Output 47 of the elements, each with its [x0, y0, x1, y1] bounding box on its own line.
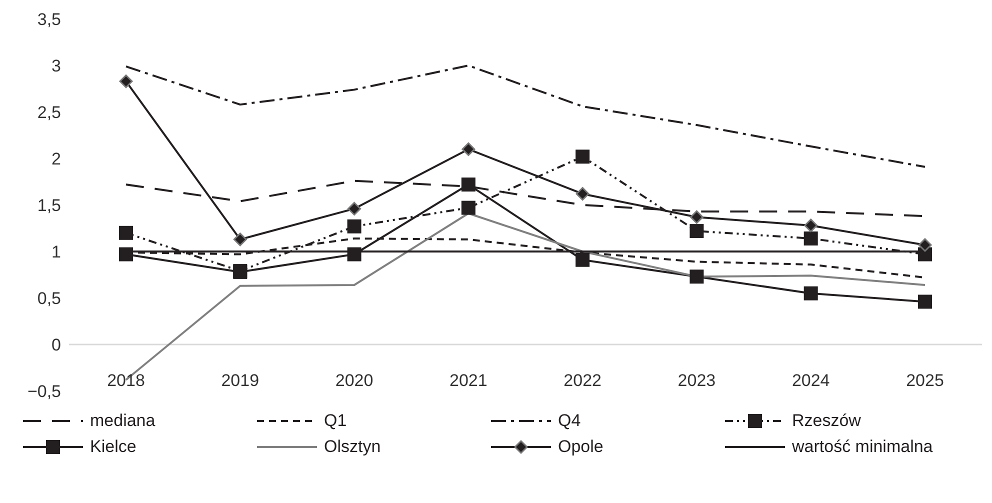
point: [576, 187, 590, 201]
x-tick-label: 2019: [221, 371, 260, 390]
legend-label: Olsztyn: [324, 437, 381, 457]
point: [347, 219, 362, 234]
line-series: [125, 64, 926, 168]
legend-label: Rzeszów: [792, 411, 861, 431]
y-tick-label: 2,5: [37, 103, 61, 122]
x-tick-label: 2020: [335, 371, 374, 390]
point: [119, 247, 133, 262]
legend-label: mediana: [90, 411, 156, 431]
point: [690, 270, 704, 284]
x-tick-label: 2024: [792, 371, 830, 390]
legend-label: Opole: [558, 437, 604, 457]
y-tick-label: 3: [52, 56, 61, 76]
point: [690, 224, 704, 238]
y-tick-label: 3,5: [37, 10, 61, 30]
point: [690, 210, 704, 224]
point: [461, 178, 476, 192]
x-tick-label: 2022: [564, 371, 602, 390]
point: [348, 202, 362, 216]
legend-label: Q1: [324, 411, 347, 431]
x-tick-label: 2025: [906, 371, 944, 390]
legend-label: wartość minimalna: [792, 437, 933, 457]
legend-label: Q4: [558, 411, 581, 431]
y-tick-label: −0,5: [27, 382, 61, 402]
point: [119, 74, 133, 88]
point: [119, 226, 133, 240]
point: [461, 200, 476, 215]
point: [462, 142, 476, 156]
point: [576, 252, 590, 267]
y-tick-label: 1: [52, 242, 61, 262]
y-tick-label: 0: [52, 336, 61, 355]
point: [576, 150, 590, 164]
y-tick-label: 0,5: [37, 289, 61, 308]
point: [918, 294, 932, 309]
y-tick-label: 1,5: [37, 196, 61, 216]
legend-label: Kielce: [90, 437, 136, 457]
point: [347, 247, 362, 262]
point: [804, 286, 818, 300]
x-tick-label: 2023: [678, 371, 716, 390]
point: [804, 231, 818, 246]
point: [233, 232, 247, 246]
point: [918, 238, 932, 252]
x-tick-label: 2018: [107, 371, 145, 390]
y-tick-label: 2: [52, 150, 61, 169]
x-tick-label: 2021: [450, 371, 488, 390]
point: [804, 218, 818, 232]
